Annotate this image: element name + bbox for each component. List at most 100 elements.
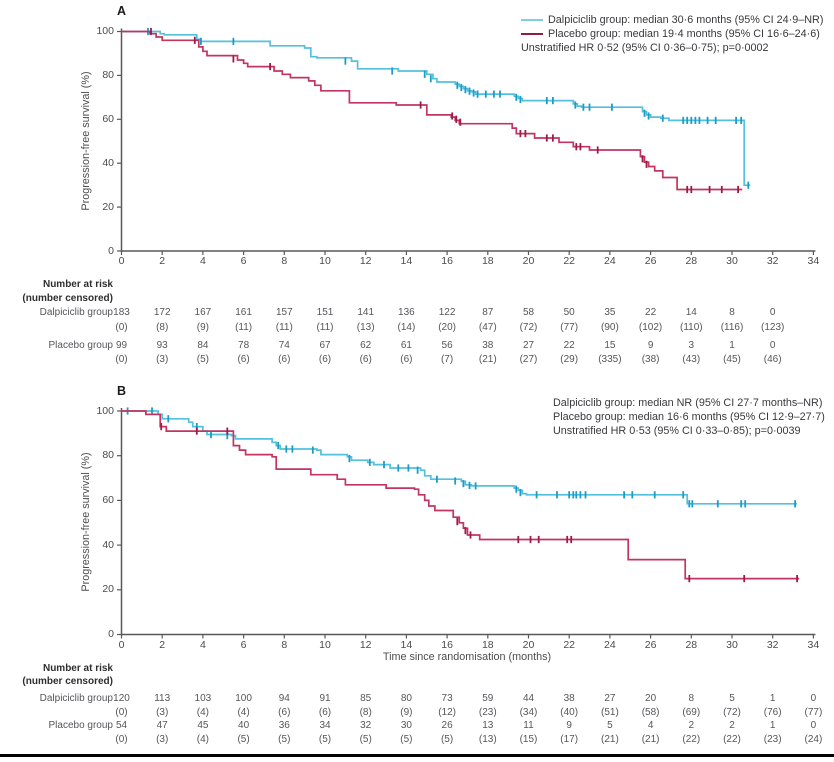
risk-value: 62 bbox=[360, 340, 372, 351]
censored-value: (29) bbox=[560, 354, 579, 365]
risk-value: 94 bbox=[278, 693, 290, 704]
y-tick-label: 100 bbox=[96, 25, 114, 37]
x-tick-label: 20 bbox=[522, 255, 535, 267]
risk-value: 22 bbox=[645, 307, 657, 318]
risk-value: 141 bbox=[357, 307, 375, 318]
x-tick-label: 16 bbox=[441, 255, 453, 267]
risk-value: 91 bbox=[319, 693, 331, 704]
censored-value: (6) bbox=[318, 354, 332, 365]
legend-dalpiciclib-label: Dalpiciclib group: median NR (95% CI 27·… bbox=[553, 397, 823, 409]
censored-value: (4) bbox=[196, 707, 209, 718]
censored-value: (22) bbox=[723, 734, 741, 745]
risk-table-header: Number at risk bbox=[42, 663, 113, 674]
risk-row-label: Placebo group bbox=[48, 720, 114, 731]
censored-value: (51) bbox=[600, 707, 619, 718]
risk-value: 22 bbox=[563, 340, 575, 351]
risk-value: 9 bbox=[647, 340, 654, 351]
risk-value: 100 bbox=[235, 693, 252, 704]
legend-row-placebo: Placebo group: median 19·4 months (95% C… bbox=[521, 27, 823, 41]
x-tick-label: 28 bbox=[685, 255, 698, 267]
x-tick-label: 2 bbox=[159, 255, 166, 267]
risk-value: 103 bbox=[194, 693, 212, 704]
risk-value: 1 bbox=[769, 693, 776, 704]
legend-panel-a: Dalpiciclib group: median 30·6 months (9… bbox=[521, 13, 823, 55]
risk-row-label: Placebo group bbox=[48, 340, 114, 351]
hr-annotation-text: Unstratified HR 0·52 (95% CI 0·36–0·75);… bbox=[521, 42, 769, 54]
censored-value: (3) bbox=[156, 734, 169, 745]
x-tick-label: 12 bbox=[359, 639, 372, 651]
risk-value: 35 bbox=[604, 307, 616, 318]
risk-value: 5 bbox=[607, 720, 613, 731]
risk-value: 47 bbox=[156, 720, 168, 731]
censored-value: (6) bbox=[318, 707, 332, 718]
risk-value: 1 bbox=[769, 720, 776, 731]
censored-value: (6) bbox=[237, 354, 250, 365]
x-tick-label: 34 bbox=[807, 255, 820, 267]
censored-value: (34) bbox=[519, 707, 538, 718]
risk-value: 8 bbox=[729, 307, 735, 318]
risk-value: 157 bbox=[275, 307, 293, 318]
censored-value: (47) bbox=[478, 322, 497, 333]
risk-value: 34 bbox=[319, 720, 331, 731]
censored-value: (5) bbox=[278, 734, 291, 745]
censored-value: (90) bbox=[600, 322, 619, 333]
censored-value: (15) bbox=[519, 734, 538, 745]
x-tick-label: 0 bbox=[118, 639, 125, 651]
legend-dalpiciclib-label: Dalpiciclib group: median 30·6 months (9… bbox=[548, 14, 824, 26]
risk-value: 38 bbox=[482, 340, 494, 351]
x-tick-label: 30 bbox=[726, 255, 738, 267]
risk-value: 3 bbox=[688, 340, 695, 351]
y-tick-label: 100 bbox=[96, 404, 114, 417]
x-tick-label: 24 bbox=[604, 639, 616, 651]
censored-value: (9) bbox=[400, 707, 413, 718]
panel-a-letter: A bbox=[117, 4, 127, 18]
x-tick-label: 20 bbox=[522, 639, 535, 651]
risk-value: 45 bbox=[197, 720, 209, 731]
risk-value: 5 bbox=[729, 693, 735, 704]
x-tick-label: 18 bbox=[481, 255, 494, 267]
placebo-line-swatch bbox=[521, 33, 543, 35]
risk-table-header: Number at risk bbox=[42, 279, 113, 290]
censored-value: (22) bbox=[682, 734, 701, 745]
km-curve-placebo bbox=[121, 30, 743, 191]
risk-table-subheader: (number censored) bbox=[22, 676, 113, 687]
censored-value: (0) bbox=[115, 707, 128, 718]
y-tick-label: 80 bbox=[102, 68, 114, 81]
risk-value: 80 bbox=[400, 693, 412, 704]
x-tick-label: 12 bbox=[359, 255, 372, 267]
censored-value: (23) bbox=[763, 734, 782, 745]
legend-row-placebo: Placebo group: median 16·6 months (95% C… bbox=[553, 410, 825, 424]
censored-value: (5) bbox=[196, 354, 209, 365]
risk-value: 13 bbox=[482, 720, 494, 731]
risk-value: 0 bbox=[810, 693, 817, 704]
risk-value: 30 bbox=[400, 720, 412, 731]
x-tick-label: 10 bbox=[319, 255, 331, 267]
legend-row-hr: Unstratified HR 0·52 (95% CI 0·36–0·75);… bbox=[521, 41, 823, 55]
y-tick-label: 80 bbox=[102, 449, 114, 462]
censored-value: (24) bbox=[804, 734, 823, 745]
censored-value: (5) bbox=[237, 734, 250, 745]
censored-value: (21) bbox=[478, 354, 497, 365]
censored-value: (5) bbox=[400, 734, 413, 745]
x-axis-label: Time since randomisation (months) bbox=[382, 651, 552, 663]
risk-value: 2 bbox=[688, 720, 695, 731]
risk-value: 54 bbox=[115, 720, 128, 731]
x-tick-label: 22 bbox=[563, 255, 576, 267]
censored-value: (116) bbox=[720, 322, 744, 333]
risk-value: 14 bbox=[685, 307, 697, 318]
censored-value: (335) bbox=[598, 354, 622, 365]
censored-value: (0) bbox=[115, 322, 128, 333]
censored-value: (17) bbox=[560, 734, 579, 745]
censored-value: (6) bbox=[400, 354, 413, 365]
censored-value: (11) bbox=[275, 322, 293, 333]
risk-value: 20 bbox=[645, 693, 657, 704]
x-tick-label: 28 bbox=[685, 639, 698, 651]
risk-value: 0 bbox=[769, 340, 776, 351]
censored-value: (0) bbox=[115, 734, 128, 745]
censored-value: (77) bbox=[804, 707, 823, 718]
censored-value: (58) bbox=[641, 707, 660, 718]
censored-value: (5) bbox=[440, 734, 454, 745]
censored-value: (40) bbox=[560, 707, 579, 718]
risk-value: 99 bbox=[115, 340, 128, 351]
